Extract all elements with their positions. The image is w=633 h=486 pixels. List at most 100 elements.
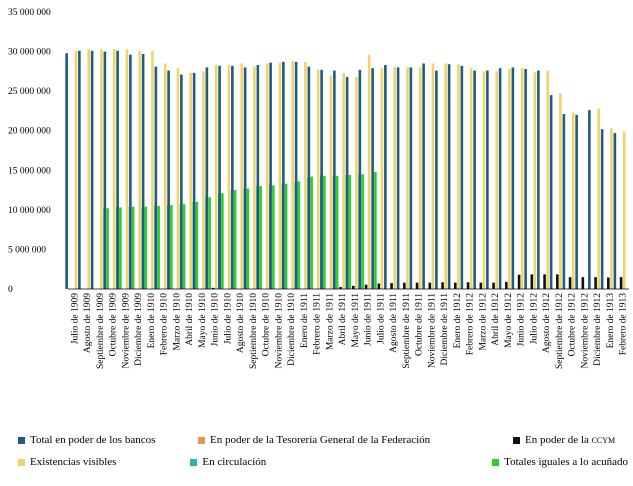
bar-3-32 [482, 71, 486, 289]
bar-3-10 [202, 71, 205, 289]
x-tick-label: Mayo de 1911 [351, 293, 361, 348]
bar-5-6 [157, 205, 160, 289]
bar-5-10 [208, 197, 211, 289]
bar-3-8 [176, 68, 180, 289]
bar-3-34 [508, 68, 511, 289]
x-tick-label: Enero de 1912 [453, 293, 463, 349]
bar-0-17 [282, 61, 285, 289]
bar-0-28 [422, 63, 425, 289]
bar-3-12 [227, 65, 231, 289]
bar-0-14 [243, 67, 247, 290]
legend-label-treasury: En poder de la Tesorería General de la F… [210, 434, 431, 446]
bar-3-25 [393, 67, 396, 290]
bar-5-5 [144, 206, 148, 289]
bar-0-31 [460, 65, 464, 289]
x-tick-label: Agosto de 1909 [83, 293, 93, 353]
bar-2-11 [211, 287, 215, 289]
bar-0-9 [180, 74, 183, 290]
bar-5-20 [335, 175, 339, 289]
bar-2-22 [352, 285, 355, 289]
bar-3-0 [74, 50, 78, 289]
x-tick-label: Septiembre de 1912 [555, 293, 565, 369]
legend-label-visible-stock: Existencias visibles [30, 456, 117, 468]
bar-3-3 [112, 49, 116, 290]
x-tick-label: Diciembre de 1910 [287, 293, 297, 366]
x-tick-label: Julio de 1911 [376, 293, 386, 344]
legend-label-ccym: En poder de la ccym [525, 434, 616, 446]
legend-swatch-banks [18, 436, 25, 444]
bar-5-14 [259, 186, 262, 289]
bar-2-38 [556, 274, 559, 289]
bar-5-15 [272, 185, 275, 289]
bar-5-8 [182, 204, 186, 289]
bar-0-21 [333, 70, 336, 289]
y-tick-label: 35 000 000 [8, 8, 51, 18]
bar-0-42 [600, 129, 604, 289]
bar-0-30 [447, 64, 451, 289]
bar-3-24 [380, 68, 384, 289]
bar-2-28 [428, 282, 432, 289]
y-tick-label: 25 000 000 [8, 87, 51, 97]
x-tick-label: Julio de 1910 [223, 293, 233, 344]
bar-2-21 [339, 287, 342, 289]
bar-3-27 [418, 67, 422, 290]
x-tick-label: Abril de 1911 [338, 293, 348, 346]
bar-3-37 [546, 70, 549, 289]
bar-5-3 [119, 207, 122, 289]
x-tick-label: Marzo de 1910 [172, 293, 182, 351]
bar-0-8 [167, 70, 170, 289]
x-tick-label: Mayo de 1912 [504, 293, 514, 348]
bar-2-23 [364, 284, 368, 289]
bar-0-22 [345, 76, 349, 290]
bar-0-1 [78, 50, 81, 289]
bar-3-33 [495, 71, 498, 289]
bar-3-43 [622, 131, 626, 289]
bar-3-41 [597, 108, 600, 289]
bar-5-18 [310, 176, 313, 289]
bar-3-26 [406, 67, 409, 290]
x-tick-label: Diciembre de 1912 [593, 293, 603, 366]
bar-0-34 [498, 68, 502, 289]
bar-2-39 [568, 277, 572, 289]
bar-0-10 [192, 72, 196, 289]
x-tick-label: Febrero de 1910 [160, 293, 170, 356]
bar-0-24 [371, 68, 374, 289]
bar-3-15 [265, 63, 269, 289]
bar-0-38 [549, 95, 553, 289]
bar-0-41 [588, 110, 591, 289]
bar-2-26 [403, 282, 406, 289]
bar-3-30 [457, 64, 460, 289]
bar-0-43 [613, 133, 617, 289]
x-tick-label: Febrero de 1912 [466, 293, 476, 356]
bar-5-23 [374, 171, 377, 289]
x-tick-label: Enero de 1911 [300, 293, 310, 348]
y-tick-label: 30 000 000 [8, 48, 51, 58]
legend-item-circulation: En circulación [190, 456, 492, 468]
bar-2-37 [543, 274, 546, 289]
y-tick-label: 0 [8, 285, 13, 295]
bar-0-35 [511, 67, 515, 290]
x-tick-label: Noviembre de 1910 [274, 293, 284, 369]
legend: Total en poder de los bancos En poder de… [18, 432, 628, 476]
bar-0-18 [294, 61, 298, 289]
bar-5-21 [348, 175, 352, 289]
legend-item-treasury: En poder de la Tesorería General de la F… [198, 434, 513, 446]
bar-5-4 [131, 206, 135, 289]
y-axis-tick-labels: 0 5 000 000 10 000 000 15 000 000 20 000 000… [8, 8, 51, 295]
bar-5-17 [297, 181, 301, 289]
bar-3-5 [138, 50, 141, 289]
x-tick-label: Octubre de 1912 [568, 293, 578, 357]
legend-swatch-ccym [513, 436, 520, 444]
bar-5-9 [195, 201, 199, 289]
legend-item-ccym: En poder de la ccym [513, 434, 615, 446]
legend-item-banks: Total en poder de los bancos [18, 434, 198, 446]
bar-3-19 [316, 69, 320, 290]
bar-series-group [65, 49, 626, 290]
bar-0-37 [537, 70, 540, 289]
bar-0-7 [154, 66, 158, 289]
bar-3-2 [100, 49, 103, 290]
bar-2-24 [377, 283, 381, 289]
bar-2-40 [581, 277, 585, 289]
bar-0-13 [231, 65, 234, 289]
x-tick-label: Febrero de 1911 [313, 293, 323, 355]
